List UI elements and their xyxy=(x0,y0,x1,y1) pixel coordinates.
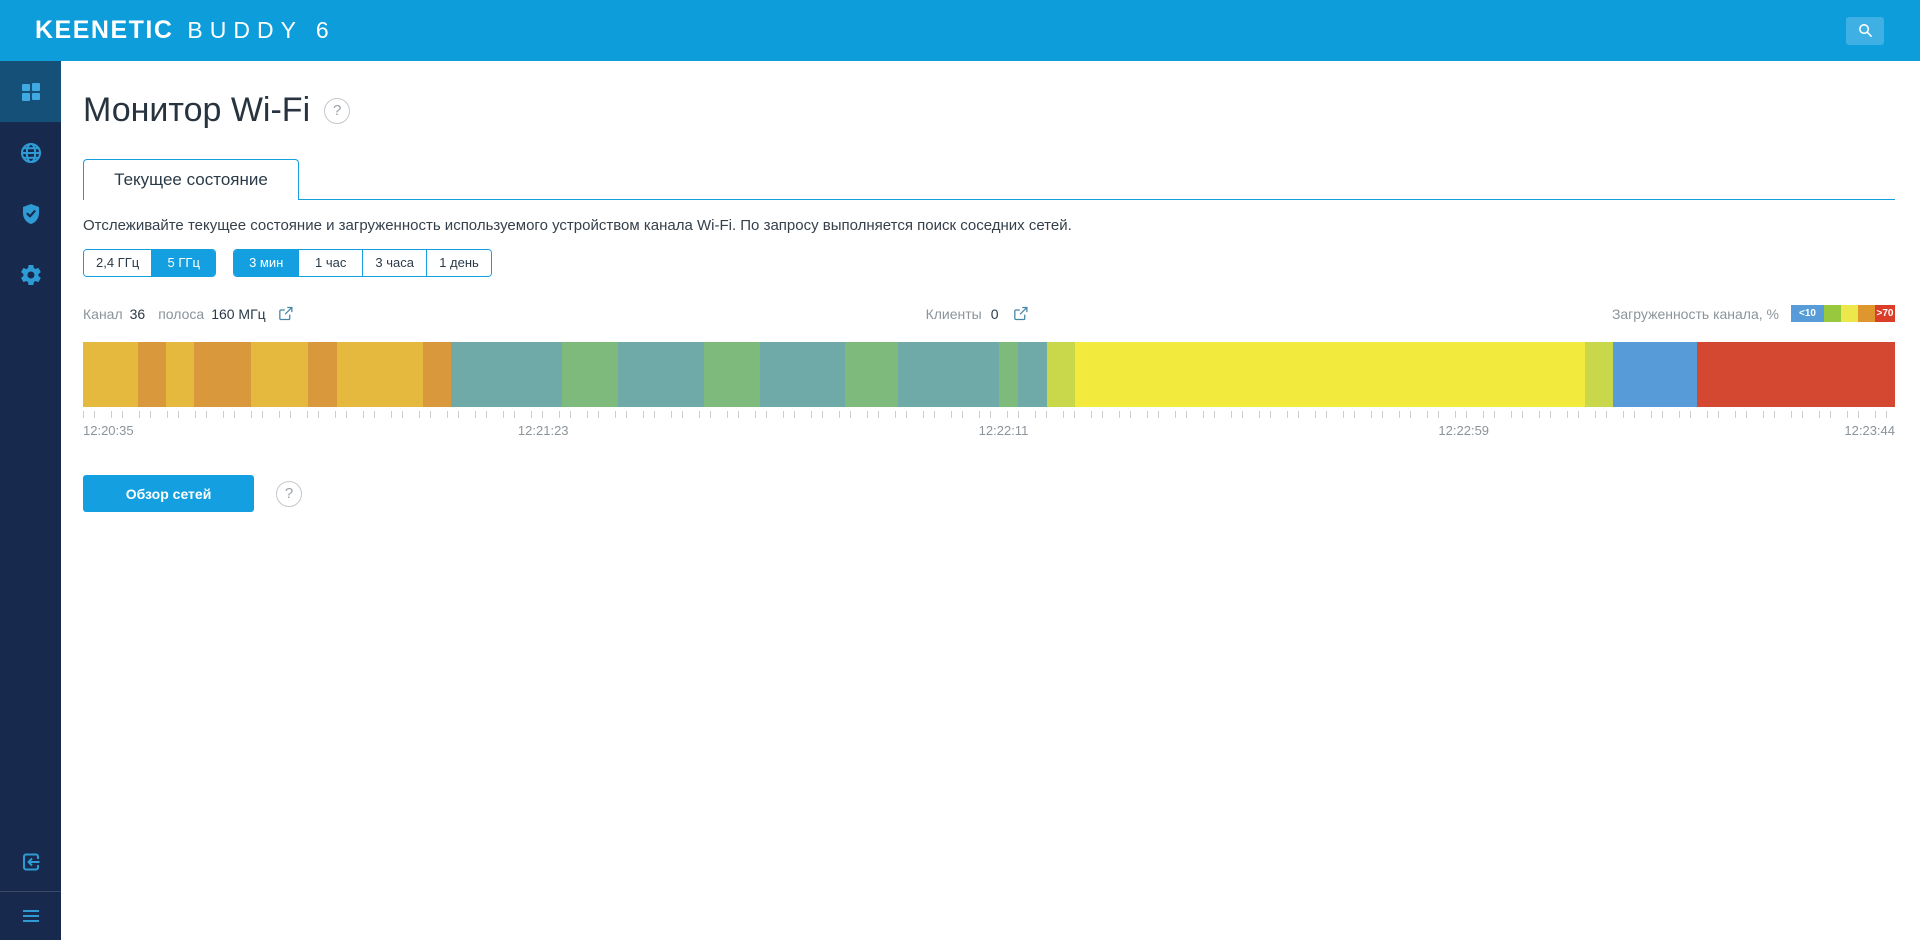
band-label: полоса xyxy=(158,306,204,322)
chart-segment xyxy=(1018,342,1047,407)
main-content: Монитор Wi-Fi ? Текущее состояние Отслеж… xyxy=(61,61,1920,940)
chart-segment xyxy=(1075,342,1585,407)
load-label: Загруженность канала, % xyxy=(1612,306,1779,322)
tab-bar: Текущее состояние xyxy=(83,158,1895,200)
chart-segment xyxy=(1047,342,1075,407)
sidebar-item-security[interactable] xyxy=(0,183,61,244)
tab-current-state[interactable]: Текущее состояние xyxy=(83,159,299,200)
legend-segment xyxy=(1841,305,1858,322)
search-button[interactable] xyxy=(1846,17,1884,45)
chart-segment xyxy=(83,342,138,407)
chart-segment xyxy=(1697,342,1895,407)
info-row: Канал 36 полоса 160 МГц Клиенты 0 xyxy=(83,305,1895,325)
chart-segment xyxy=(845,342,898,407)
band-toggle-group: 2,4 ГГц5 ГГц xyxy=(83,249,216,277)
sidebar-item-settings[interactable] xyxy=(0,244,61,305)
app-header: KEENETIC BUDDY 6 xyxy=(0,0,1920,61)
chart-segment xyxy=(1613,342,1697,407)
clients-value: 0 xyxy=(991,306,999,322)
chart-segment xyxy=(251,342,308,407)
hamburger-icon xyxy=(19,904,43,928)
clients-info: Клиенты 0 xyxy=(926,305,1029,322)
chart-ticks xyxy=(83,411,1895,418)
controls-row: 2,4 ГГц5 ГГц 3 мин1 час3 часа1 день xyxy=(83,249,1895,277)
model-name: BUDDY 6 xyxy=(187,17,335,44)
chart-segment xyxy=(760,342,845,407)
load-legend-scale: <10 >70 xyxy=(1791,305,1895,322)
band-option-1[interactable]: 5 ГГц xyxy=(151,250,215,276)
page-title: Монитор Wi-Fi xyxy=(83,91,310,130)
time-axis-label: 12:23:44 xyxy=(1844,423,1895,438)
page-description: Отслеживайте текущее состояние и загруже… xyxy=(83,217,1895,234)
chart-segment xyxy=(562,342,618,407)
legend-segment xyxy=(1824,305,1841,322)
chart-segment xyxy=(138,342,166,407)
sidebar-item-dashboard[interactable] xyxy=(0,61,61,122)
channel-value: 36 xyxy=(130,306,146,322)
clients-external-link-icon[interactable] xyxy=(1012,305,1029,322)
legend-segment: >70 xyxy=(1875,305,1895,322)
chart-segment xyxy=(999,342,1018,407)
chart-segment xyxy=(704,342,760,407)
period-option-3[interactable]: 1 день xyxy=(426,250,491,276)
shield-check-icon xyxy=(19,202,43,226)
chart-segment xyxy=(451,342,562,407)
channel-label: Канал xyxy=(83,306,123,322)
channel-load-chart xyxy=(83,342,1895,407)
sidebar-item-menu[interactable] xyxy=(0,892,61,940)
period-option-0[interactable]: 3 мин xyxy=(234,250,298,276)
chart-segment xyxy=(423,342,451,407)
period-option-1[interactable]: 1 час xyxy=(298,250,362,276)
time-axis-label: 12:21:23 xyxy=(518,423,569,438)
chart-segment xyxy=(898,342,999,407)
survey-help-icon[interactable]: ? xyxy=(276,481,302,507)
clients-label: Клиенты xyxy=(926,306,982,322)
title-row: Монитор Wi-Fi ? xyxy=(83,91,1895,130)
period-toggle-group: 3 мин1 час3 часа1 день xyxy=(233,249,492,277)
chart-segment xyxy=(618,342,704,407)
actions-row: Обзор сетей ? xyxy=(83,475,1895,512)
sidebar-item-logout[interactable] xyxy=(0,833,61,891)
legend-segment: <10 xyxy=(1791,305,1824,322)
network-survey-button[interactable]: Обзор сетей xyxy=(83,475,254,512)
sidebar xyxy=(0,61,61,940)
period-option-2[interactable]: 3 часа xyxy=(362,250,426,276)
chart-segment xyxy=(166,342,194,407)
chart-segment xyxy=(194,342,251,407)
channel-info: Канал 36 полоса 160 МГц xyxy=(83,305,294,322)
title-help-icon[interactable]: ? xyxy=(324,98,350,124)
search-icon xyxy=(1857,22,1874,39)
legend-segment xyxy=(1858,305,1875,322)
dashboard-icon xyxy=(19,80,43,104)
gear-icon xyxy=(19,263,43,287)
chart-segment xyxy=(337,342,423,407)
time-axis: 12:20:35 12:21:23 12:22:11 12:22:59 12:23:44 xyxy=(83,423,1895,439)
sidebar-item-internet[interactable] xyxy=(0,122,61,183)
band-option-0[interactable]: 2,4 ГГц xyxy=(84,250,151,276)
brand-name: KEENETIC xyxy=(35,16,173,45)
load-legend: Загруженность канала, % <10 >70 xyxy=(1612,305,1895,322)
chart-segment xyxy=(1585,342,1613,407)
channel-external-link-icon[interactable] xyxy=(277,305,294,322)
time-axis-label: 12:22:11 xyxy=(979,423,1029,438)
time-axis-label: 12:20:35 xyxy=(83,423,134,438)
band-value: 160 МГц xyxy=(211,306,266,322)
brand-logo: KEENETIC BUDDY 6 xyxy=(35,16,336,45)
chart-segment xyxy=(308,342,336,407)
globe-icon xyxy=(19,141,43,165)
time-axis-label: 12:22:59 xyxy=(1438,423,1489,438)
logout-icon xyxy=(19,850,43,874)
